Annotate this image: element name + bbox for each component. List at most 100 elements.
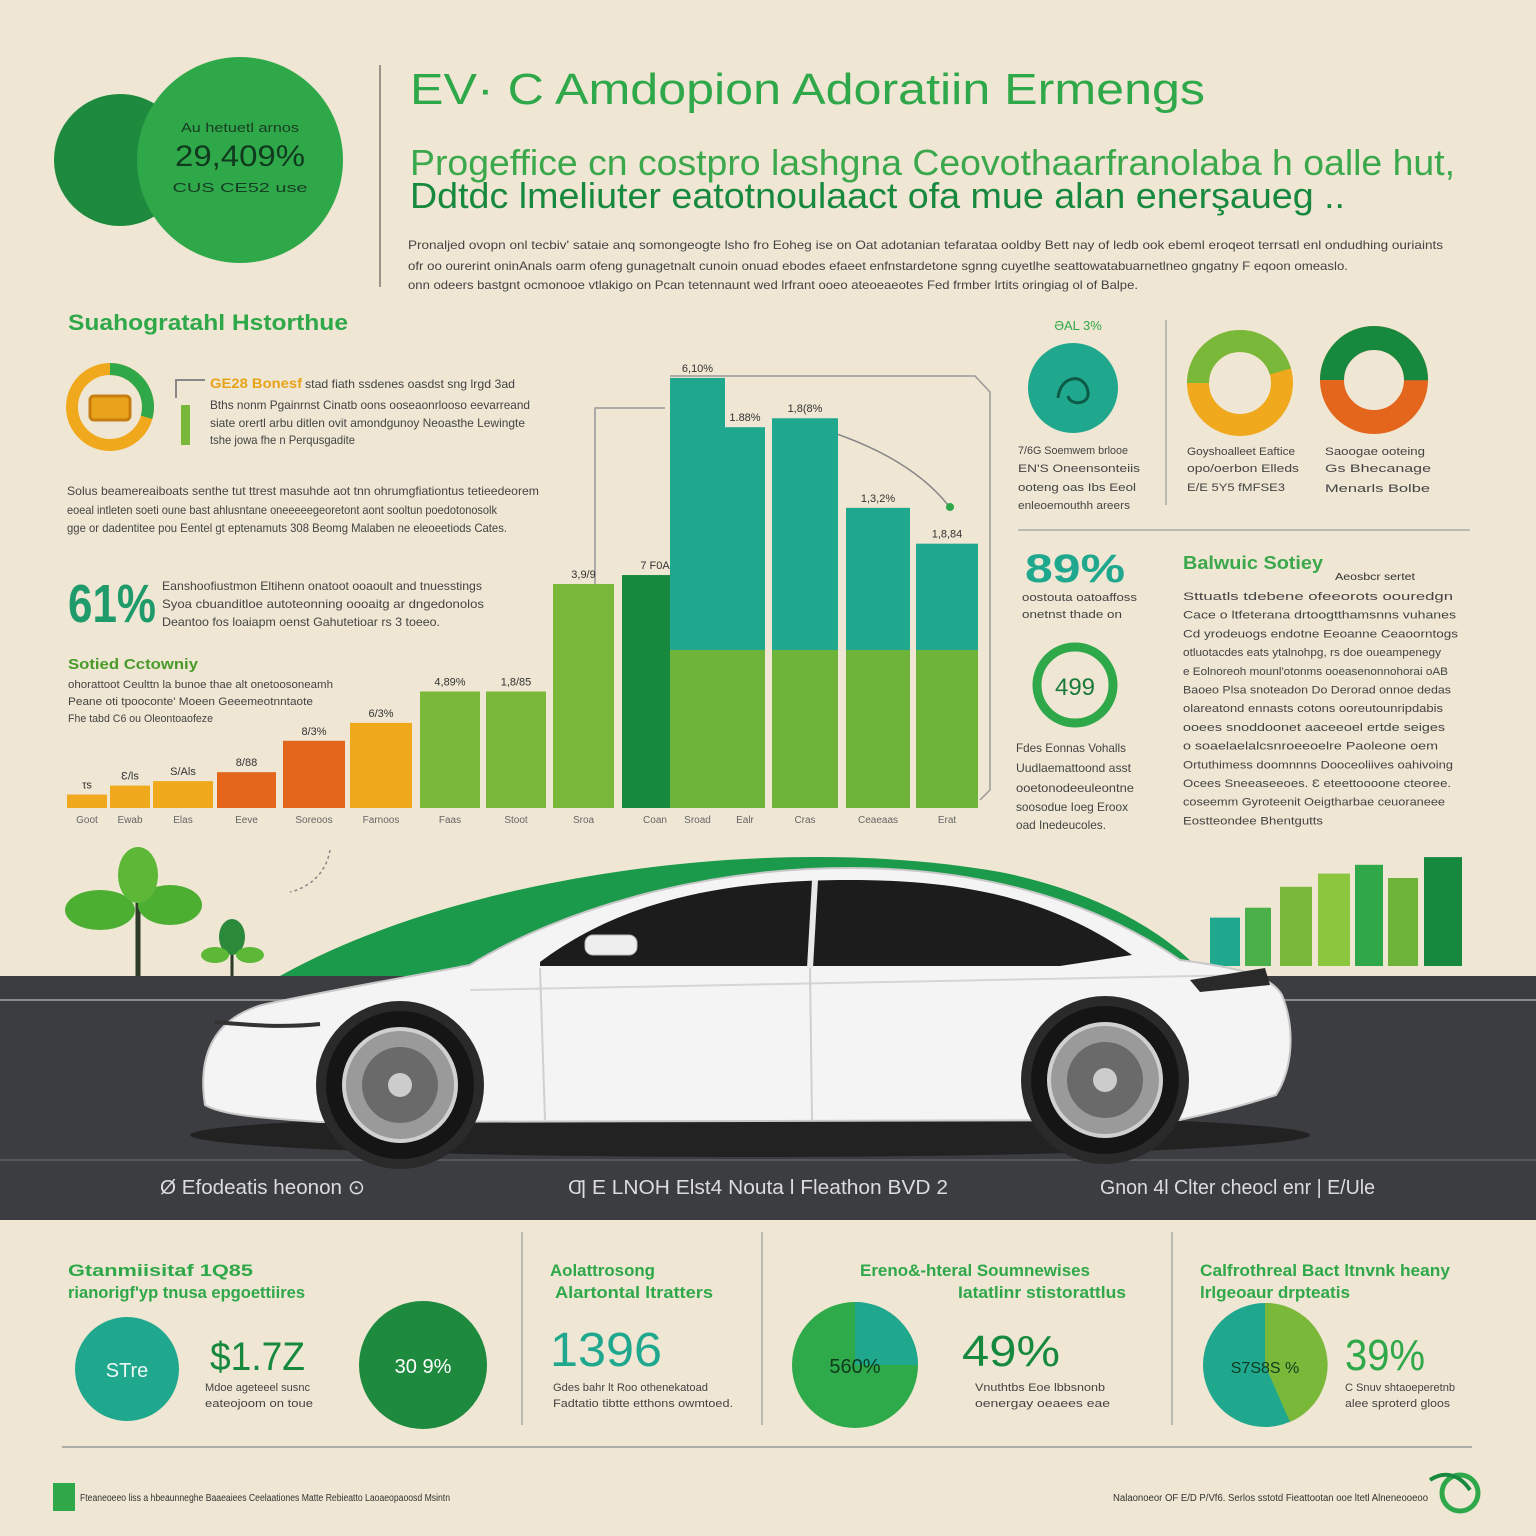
intro-line: ofr oo ourerint oninAnals oarm ofeng gun… bbox=[408, 259, 1348, 273]
stat: $1.7Z bbox=[210, 1335, 305, 1379]
bar-category: Soreoos bbox=[295, 815, 332, 826]
bar-category: Stoot bbox=[504, 815, 528, 826]
bar bbox=[1280, 886, 1312, 966]
road-caption: Ƣ E LNOH Elst4 Nouta l Fleathon BVD 2 bbox=[568, 1177, 948, 1199]
road-caption: Ø Efodeatis heonon ⊙ bbox=[160, 1177, 365, 1199]
label: ƏAL 3% bbox=[1054, 318, 1102, 333]
connector bbox=[594, 407, 665, 585]
col-text: Saoogae ooteing bbox=[1325, 446, 1425, 458]
para-line: Baoeo Plsa snoteadon Do Derorad onnoe de… bbox=[1183, 685, 1452, 697]
title: EV· C Amdopion Adoratiin Ermengs bbox=[410, 65, 1205, 114]
sub-text: Peane oti tpooconte' Moeen Geeemeotnntao… bbox=[68, 696, 313, 708]
leaf bbox=[138, 885, 202, 925]
bar-category: Elas bbox=[173, 815, 192, 826]
badge bbox=[137, 57, 343, 263]
bar-category: Eeve bbox=[235, 815, 258, 826]
sub-text: Fhe tabd C6 ou Oleontoaofeze bbox=[68, 713, 213, 725]
bar-category: Goot bbox=[76, 815, 98, 826]
leaf bbox=[219, 919, 245, 955]
panel-text: Gdes bahr lt Roo othenekatoad bbox=[553, 1382, 708, 1394]
callout-line: tshe jowa fhe n Perqusgadite bbox=[210, 433, 355, 447]
tail-light bbox=[1190, 968, 1270, 992]
bar bbox=[725, 427, 765, 808]
bar bbox=[217, 772, 276, 808]
car-line bbox=[214, 1020, 321, 1028]
stat-text: onetnst thade on bbox=[1022, 609, 1122, 621]
col-text: opo/oerbon Elleds bbox=[1187, 463, 1300, 475]
side-note: Aeosbcr sertet bbox=[1335, 572, 1415, 583]
panel-title: Alartontal ltratters bbox=[555, 1283, 713, 1302]
panel-title: Calfrothreal Bact ltnvnk heany bbox=[1200, 1261, 1451, 1280]
panel-circle bbox=[359, 1301, 487, 1429]
stat-text: Deantoo fos loaiapm oenst Gahutetioar rs… bbox=[162, 615, 440, 629]
bar-category: Faas bbox=[439, 815, 461, 826]
teal-circle bbox=[1028, 343, 1118, 433]
mini-connector bbox=[175, 379, 205, 398]
col-text: ooteng oas Ibs Eeol bbox=[1018, 482, 1136, 494]
subtitle: Progeffice cn costpro lashgna Ceovothaar… bbox=[410, 142, 1455, 183]
bar bbox=[67, 794, 107, 808]
bar-note: 3,9/9 bbox=[571, 569, 595, 581]
para-line: Cd yrodeuogs endotne Eeoanne Ceaoorntogs bbox=[1183, 628, 1459, 640]
bar bbox=[110, 785, 150, 808]
panel-title: Aolattrosong bbox=[550, 1261, 655, 1280]
para-line: ooees snoddoonet aaceeoel ertde seiges bbox=[1183, 722, 1446, 734]
leaf bbox=[65, 890, 135, 930]
circle-label: S7S8S % bbox=[1231, 1360, 1299, 1377]
para-line: Cace o ltfeterana drtoogtthamsnns vuhane… bbox=[1183, 610, 1457, 622]
para-line: gge or dadentitee pou Eentel gt eptenamu… bbox=[67, 521, 507, 535]
bar bbox=[350, 722, 412, 808]
bar-note: S/Als bbox=[170, 766, 196, 778]
col-text: Menarls Bolbe bbox=[1325, 483, 1430, 495]
donut-arc bbox=[1320, 326, 1428, 434]
mirror bbox=[584, 934, 638, 956]
col-text: 7/6G Soemwem brlooe bbox=[1018, 445, 1128, 457]
bar bbox=[1388, 878, 1418, 966]
hub bbox=[388, 1073, 412, 1097]
bar-category: Erat bbox=[938, 815, 957, 826]
para-line: olareatond ennasts cotons ooreutounripda… bbox=[1183, 703, 1444, 715]
col-text: Gs Bhecanage bbox=[1325, 463, 1431, 475]
col-text: E/E 5Y5 fMFSE3 bbox=[1187, 482, 1285, 494]
footer-logo bbox=[1428, 1472, 1472, 1492]
bar-note: 1,8,84 bbox=[932, 529, 963, 541]
leaf bbox=[201, 947, 229, 963]
footer-text: Fteaneoeeo liss a hbeaunneghe Baaeaiees … bbox=[80, 1493, 450, 1504]
sub-heading: Sotied Cctowniy bbox=[68, 656, 199, 673]
sub-text: ohorattoot Ceulttn la bunoe thae alt one… bbox=[68, 679, 333, 691]
callout-line: Bths nonm Pgainrnst Cinatb oons ooseaonr… bbox=[210, 398, 530, 412]
panel-text: Fadtatio tibtte etthons owmtoed. bbox=[553, 1398, 733, 1410]
ring-text: soosodue Ioeg Eroox bbox=[1016, 800, 1128, 814]
mini-bar bbox=[181, 405, 190, 445]
col-text: enleoemouthh areers bbox=[1018, 500, 1131, 512]
stat: 61% bbox=[68, 574, 156, 634]
panel-text: Vnuthtbs Eoe lbbsnonb bbox=[975, 1382, 1105, 1394]
para-line: Ocees Sneeaseeoes. Ɛ eteettoooone cteore… bbox=[1183, 778, 1451, 790]
bar-note: τs bbox=[82, 780, 92, 792]
bar bbox=[1318, 873, 1350, 966]
bar-category: Sroa bbox=[573, 815, 595, 826]
badge-value: 29,409% bbox=[175, 140, 305, 173]
footer-logo bbox=[1439, 1472, 1481, 1514]
bar-category: Coan bbox=[643, 815, 667, 826]
pie-slice bbox=[1265, 1302, 1328, 1422]
icon bbox=[1056, 377, 1090, 405]
bar bbox=[1424, 857, 1462, 966]
pie-slice bbox=[855, 1302, 918, 1365]
leaf bbox=[118, 847, 158, 903]
para-line: e Eolnoreoh mounl'otonms ooeasenonnohora… bbox=[1183, 666, 1448, 678]
panel-text: C Snuv shtaoeperetnb bbox=[1345, 1382, 1455, 1394]
bar-category: Ceaeaas bbox=[858, 815, 898, 826]
bar bbox=[420, 691, 480, 808]
donut-arc bbox=[1187, 330, 1293, 436]
footer-mark bbox=[53, 1483, 75, 1511]
bar-note: 6,10% bbox=[682, 363, 713, 375]
donut-arc bbox=[66, 363, 154, 451]
bar-note: 6/3% bbox=[368, 708, 393, 720]
panel-title: Iatatlinr stistorattlus bbox=[958, 1283, 1126, 1302]
badge-top: Au hetuetl arnos bbox=[181, 120, 300, 135]
circle-label: STre bbox=[106, 1360, 149, 1382]
para-line: Solus beamereaiboats senthe tut ttrest m… bbox=[67, 484, 539, 498]
bar-note: 1,8(8% bbox=[788, 403, 823, 415]
connector-dot bbox=[946, 503, 954, 511]
